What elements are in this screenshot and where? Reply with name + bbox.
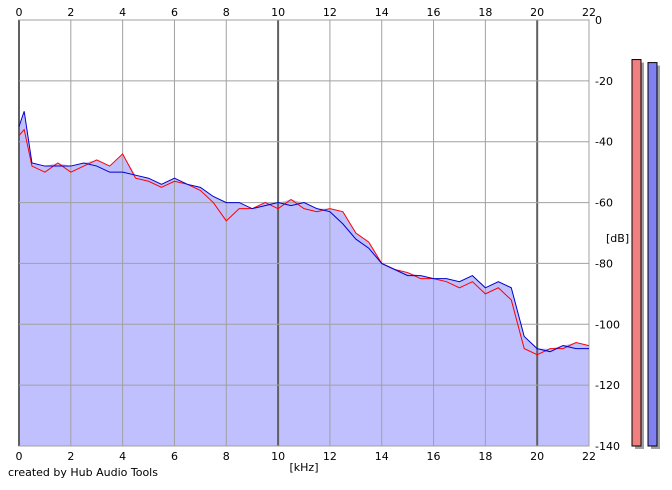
x-tick-label-top: 12 [323, 6, 337, 19]
y-tick-label: -60 [595, 197, 613, 210]
x-tick-label-top: 14 [375, 6, 389, 19]
y-tick-label: -80 [595, 257, 613, 270]
x-tick-label-bottom: 14 [375, 450, 389, 463]
x-tick-label-bottom: 8 [223, 450, 230, 463]
credit-text: created by Hub Audio Tools [8, 466, 158, 479]
x-tick-label-top: 2 [67, 6, 74, 19]
x-tick-label-top: 6 [171, 6, 178, 19]
x-tick-label-top: 10 [271, 6, 285, 19]
x-tick-label-top: 16 [427, 6, 441, 19]
right-level-meter [647, 62, 658, 447]
x-tick-label-top: 8 [223, 6, 230, 19]
x-tick-label-bottom: 4 [119, 450, 126, 463]
x-tick-label-bottom: 2 [67, 450, 74, 463]
spectrum-fill [19, 111, 589, 447]
x-tick-label-top: 22 [582, 6, 596, 19]
y-tick-label: 0 [595, 14, 602, 27]
y-tick-label: -100 [595, 318, 620, 331]
y-tick-label: -140 [595, 440, 620, 453]
x-tick-label-bottom: 10 [271, 450, 285, 463]
x-axis-label: [kHz] [290, 461, 319, 474]
x-tick-label-bottom: 22 [582, 450, 596, 463]
blue-channel-line [18, 111, 589, 353]
x-tick-label-bottom: 18 [478, 450, 492, 463]
x-tick-label-top: 4 [119, 6, 126, 19]
x-tick-label-bottom: 6 [171, 450, 178, 463]
x-tick-label-bottom: 0 [16, 450, 23, 463]
left-level-meter [631, 59, 642, 447]
y-axis-label: [dB] [606, 232, 629, 245]
y-tick-label: -40 [595, 136, 613, 149]
x-tick-label-bottom: 16 [427, 450, 441, 463]
x-tick-label-top: 20 [530, 6, 544, 19]
y-tick-label: -120 [595, 379, 620, 392]
x-tick-label-bottom: 12 [323, 450, 337, 463]
x-tick-label-top: 18 [478, 6, 492, 19]
x-tick-label-top: 0 [16, 6, 23, 19]
y-tick-label: -20 [595, 75, 613, 88]
x-tick-label-bottom: 20 [530, 450, 544, 463]
